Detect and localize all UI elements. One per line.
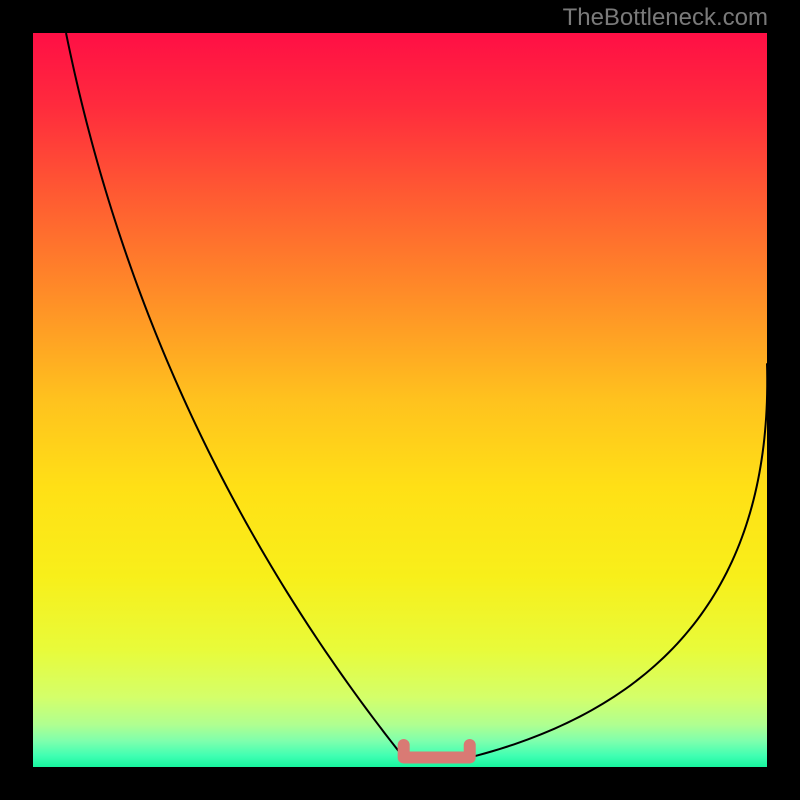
chart-stage: TheBottleneck.com xyxy=(0,0,800,800)
bottleneck-curve xyxy=(66,33,767,757)
watermark-text: TheBottleneck.com xyxy=(563,4,768,32)
trough-marker xyxy=(404,745,470,757)
chart-svg xyxy=(33,33,767,767)
plot-area xyxy=(33,33,767,767)
